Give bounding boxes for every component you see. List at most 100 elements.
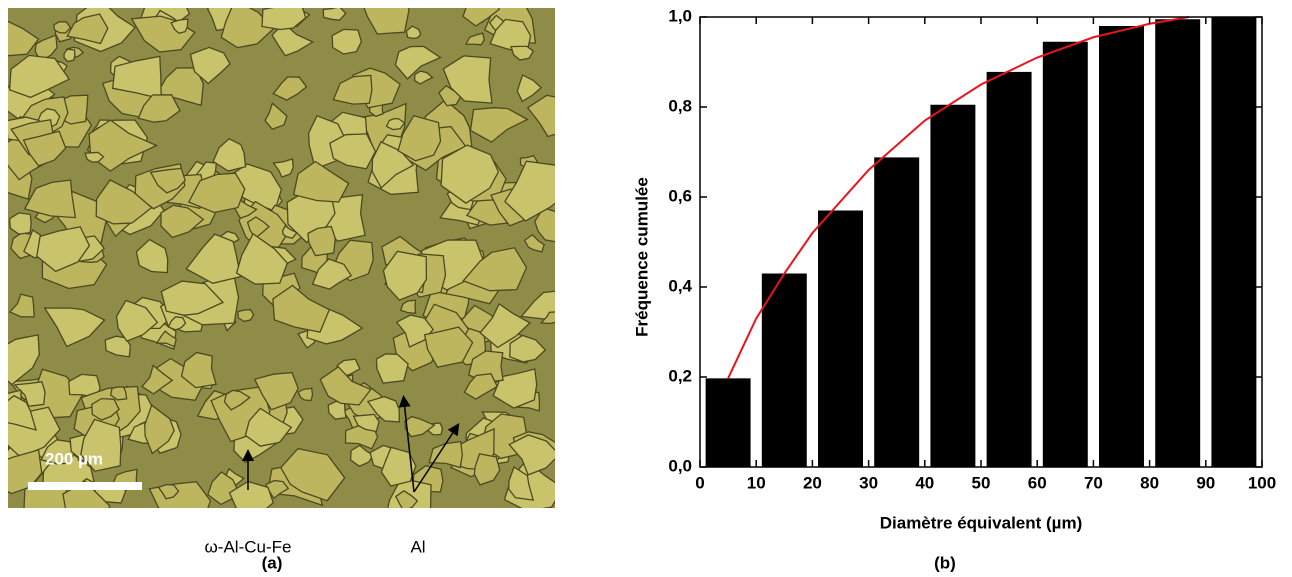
grain xyxy=(319,365,372,406)
scale-bar-label: 200 µm xyxy=(45,449,103,468)
grain xyxy=(329,133,377,170)
x-tick-label: 50 xyxy=(972,473,991,492)
grain xyxy=(223,389,251,411)
grain xyxy=(137,94,181,123)
grain xyxy=(322,8,347,21)
grain xyxy=(395,314,434,348)
grain xyxy=(237,309,255,323)
grain xyxy=(212,138,247,172)
grain xyxy=(8,394,37,431)
y-axis-label: Fréquence cumulée xyxy=(632,177,651,337)
grain xyxy=(332,74,373,105)
grain xyxy=(438,84,462,107)
grain xyxy=(272,284,331,333)
grain xyxy=(469,107,529,143)
grain xyxy=(84,151,105,163)
grain xyxy=(253,371,299,411)
grain xyxy=(34,34,58,62)
bar xyxy=(986,71,1032,468)
grain xyxy=(464,32,485,46)
grain xyxy=(394,45,442,80)
grain xyxy=(148,481,212,508)
grain xyxy=(109,386,128,401)
grain xyxy=(66,13,109,45)
grain xyxy=(167,316,187,331)
grain xyxy=(349,444,374,467)
grain xyxy=(8,293,35,318)
phase-label: ω-Al-Cu-Fe xyxy=(205,537,292,556)
grain xyxy=(185,233,242,284)
bar xyxy=(818,210,863,467)
y-tick-label: 1,0 xyxy=(668,6,692,25)
grain xyxy=(292,160,350,203)
grain xyxy=(8,20,40,57)
grain xyxy=(504,160,555,222)
y-tick-label: 0,4 xyxy=(668,276,692,295)
grain xyxy=(280,447,346,502)
grain xyxy=(22,130,67,167)
grain xyxy=(428,440,463,469)
bar xyxy=(705,378,751,467)
grain xyxy=(8,54,71,99)
grain xyxy=(473,453,501,486)
grain xyxy=(366,395,400,423)
grain xyxy=(36,226,91,273)
grain xyxy=(539,311,555,325)
arrow xyxy=(398,395,415,493)
grain xyxy=(462,247,528,292)
x-tick-label: 10 xyxy=(747,473,766,492)
bar xyxy=(1099,26,1144,467)
grain xyxy=(189,46,231,85)
grain xyxy=(394,490,419,508)
y-tick-label: 0,2 xyxy=(668,366,692,385)
grain xyxy=(311,258,353,290)
grain xyxy=(220,8,275,49)
grain xyxy=(63,48,76,63)
grain xyxy=(23,179,77,219)
grain xyxy=(115,299,159,342)
grain xyxy=(235,232,289,285)
grain xyxy=(331,28,363,55)
grain xyxy=(170,18,189,35)
grain xyxy=(244,407,293,447)
grain xyxy=(187,172,246,214)
grain xyxy=(135,238,169,274)
grain xyxy=(40,439,75,465)
grain xyxy=(261,8,307,31)
grain xyxy=(272,158,294,178)
grain xyxy=(385,117,406,131)
fit-curve xyxy=(727,16,1190,379)
grain xyxy=(399,299,417,315)
grain xyxy=(479,302,531,349)
x-tick-label: 80 xyxy=(1140,473,1159,492)
grain xyxy=(405,25,422,40)
grain xyxy=(144,404,175,455)
grain xyxy=(363,8,410,35)
grain xyxy=(510,45,535,61)
grain xyxy=(281,224,298,239)
grain xyxy=(53,21,72,34)
grain xyxy=(8,334,40,386)
grain xyxy=(180,351,217,389)
grain xyxy=(382,250,428,301)
panel-caption: (b) xyxy=(934,553,956,572)
x-axis-label: Diamètre équivalent (µm) xyxy=(880,513,1083,532)
x-tick-label: 100 xyxy=(1248,473,1276,492)
grain xyxy=(160,280,225,316)
grain xyxy=(43,307,106,348)
bar xyxy=(1211,17,1257,467)
x-tick-label: 20 xyxy=(803,473,822,492)
grain xyxy=(88,119,159,172)
x-tick-label: 30 xyxy=(859,473,878,492)
grain xyxy=(508,466,535,501)
bar xyxy=(1155,19,1201,467)
grain xyxy=(272,76,308,101)
y-tick-label: 0,8 xyxy=(668,96,692,115)
grain xyxy=(516,74,543,103)
grain xyxy=(508,434,555,476)
grain xyxy=(228,480,274,508)
scale-bar xyxy=(28,482,142,490)
grain xyxy=(526,94,555,138)
grain xyxy=(91,397,120,421)
grain xyxy=(141,364,174,395)
